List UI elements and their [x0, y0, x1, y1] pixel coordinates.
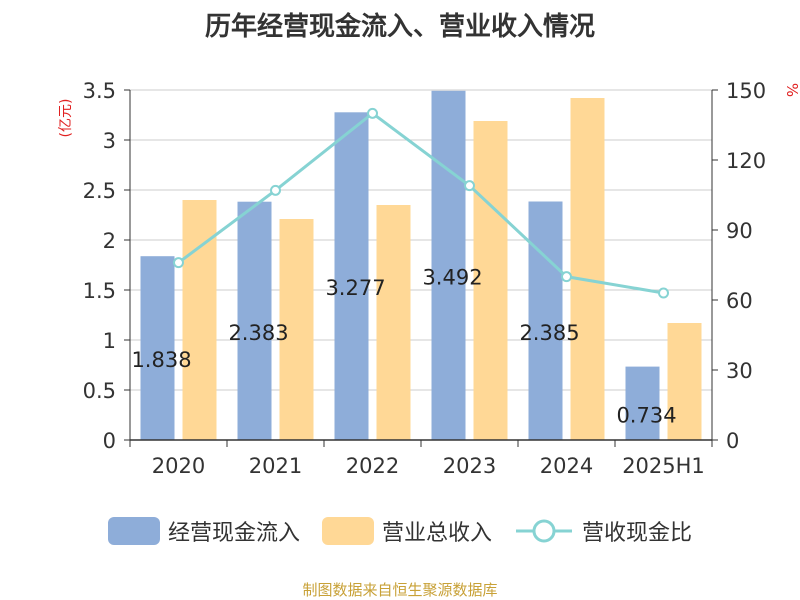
point-ratio	[270, 184, 281, 196]
left-tick-label: 1.5	[83, 279, 116, 303]
right-tick-label: 30	[726, 359, 753, 383]
right-tick-label: 120	[726, 149, 766, 173]
legend-swatch-cash-inflow	[107, 517, 160, 545]
legend-swatch-ratio	[516, 519, 572, 543]
left-tick-label: 0.5	[83, 379, 116, 403]
chart-title: 历年经营现金流入、营业收入情况	[204, 12, 595, 42]
data-label-cash-inflow: 0.734	[616, 403, 676, 427]
x-tick-label: 2020	[152, 454, 205, 478]
left-tick-label: 3	[103, 129, 116, 153]
point-ratio	[173, 257, 184, 269]
line-ratio	[177, 111, 664, 295]
chart-legend: 经营现金流入 营业总收入 营收现金比	[0, 515, 800, 547]
legend-item-ratio[interactable]: 营收现金比	[514, 515, 692, 547]
bar-cash-inflow	[237, 201, 272, 440]
legend-item-cash-inflow[interactable]: 经营现金流入	[107, 515, 300, 547]
bar-cash-inflow	[140, 256, 175, 440]
bar-revenue	[473, 121, 508, 440]
bar-revenue	[182, 200, 217, 440]
right-tick-label: 90	[726, 219, 753, 243]
x-tick-label: 2025H1	[622, 454, 705, 478]
bar-cash-inflow	[431, 90, 466, 441]
x-tick-label: 2023	[443, 454, 496, 478]
right-tick-label: 60	[726, 289, 753, 313]
legend-label-ratio: 营收现金比	[582, 521, 693, 546]
bar-revenue	[570, 98, 605, 440]
bar-revenue	[376, 205, 411, 440]
left-axis-unit: (亿元)	[58, 99, 74, 138]
bar-revenue	[279, 219, 314, 440]
point-ratio	[658, 287, 669, 299]
data-label-cash-inflow: 3.277	[325, 276, 385, 300]
legend-label-cash-inflow: 经营现金流入	[167, 521, 300, 546]
bar-revenue	[667, 323, 702, 440]
bar-cash-inflow	[334, 112, 369, 441]
data-label-cash-inflow: 3.492	[422, 265, 482, 289]
x-tick-label: 2024	[540, 454, 593, 478]
data-label-cash-inflow: 1.838	[131, 348, 191, 372]
point-ratio	[367, 107, 378, 119]
x-tick-label: 2021	[249, 454, 302, 478]
legend-swatch-revenue	[321, 517, 374, 545]
data-source-note: 制图数据来自恒生聚源数据库	[302, 581, 498, 599]
right-tick-label: 0	[726, 429, 739, 453]
left-tick-label: 2.5	[83, 179, 116, 203]
left-tick-label: 2	[103, 229, 116, 253]
data-label-cash-inflow: 2.383	[228, 321, 288, 345]
left-tick-label: 3.5	[83, 79, 116, 103]
point-ratio	[561, 271, 572, 283]
left-tick-label: 0	[103, 429, 116, 453]
data-label-cash-inflow: 2.385	[519, 321, 579, 345]
right-axis-unit: %	[783, 83, 800, 97]
legend-item-revenue[interactable]: 营业总收入	[321, 515, 492, 547]
bar-cash-inflow	[528, 201, 563, 440]
legend-label-revenue: 营业总收入	[381, 521, 492, 546]
left-tick-label: 1	[103, 329, 116, 353]
point-ratio	[464, 180, 475, 192]
x-tick-label: 2022	[346, 454, 399, 478]
right-tick-label: 150	[726, 79, 766, 103]
bar-cash-inflow	[625, 366, 660, 440]
